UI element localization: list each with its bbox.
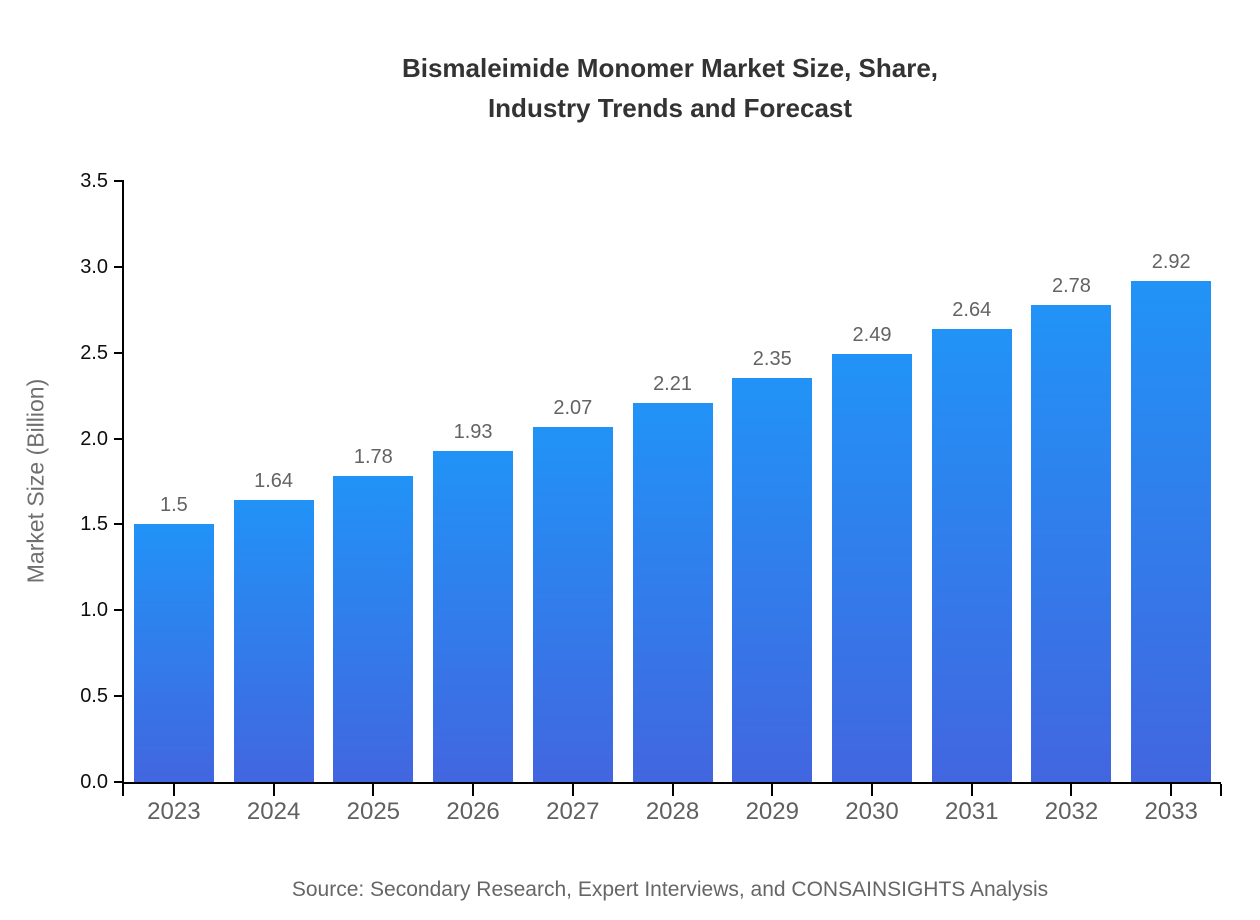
y-tick-label: 1.0 <box>80 599 108 622</box>
chart-title-line1: Bismaleimide Monomer Market Size, Share, <box>401 53 939 83</box>
bar-value-label-2024: 1.64 <box>254 470 294 493</box>
bar-value-label-2032: 2.78 <box>1052 274 1091 297</box>
plot-area: 1.5 2023 1.64 2024 1.78 2025 1.93 2026 2.07 2027 2… <box>80 170 1222 825</box>
y-tick-label: 0.5 <box>80 685 108 708</box>
x-tick-mark <box>671 784 674 796</box>
bar-value-label-2025: 1.78 <box>353 446 393 469</box>
y-tick-mark <box>114 695 124 698</box>
source-note: Source: Secondary Research, Expert Inter… <box>291 878 1049 901</box>
x-tick-label-2033: 2033 <box>1144 798 1198 825</box>
bar-2029 <box>732 378 813 782</box>
bar-slot-2033: 2.92 2033 <box>1121 181 1221 825</box>
bar-slot-2030: 2.49 2030 <box>822 181 922 825</box>
bar-2031 <box>931 328 1012 782</box>
x-tick-label-2029: 2029 <box>745 798 799 825</box>
x-axis-end-tick <box>1220 784 1222 796</box>
x-tick-mark <box>970 784 973 796</box>
y-tick-mark <box>114 523 124 526</box>
y-tick-mark <box>114 351 124 354</box>
y-tick-mark <box>114 609 124 612</box>
y-tick-label: 0.0 <box>80 771 108 793</box>
bar-2024 <box>233 500 314 782</box>
bar-slot-2024: 1.64 2024 <box>224 181 324 825</box>
bar-value-label-2027: 2.07 <box>553 396 593 419</box>
bar-2027 <box>532 426 613 782</box>
x-tick-label-2030: 2030 <box>845 798 899 825</box>
x-tick-mark <box>771 784 774 796</box>
x-tick-mark <box>871 784 873 796</box>
bar-2032 <box>1031 304 1112 782</box>
y-tick-mark <box>114 180 124 182</box>
y-tick-mark <box>114 781 124 783</box>
x-tick-mark <box>1170 784 1173 796</box>
x-tick-label-2025: 2025 <box>346 798 401 825</box>
x-tick-mark <box>372 784 375 796</box>
y-tick-label: 2.5 <box>80 341 108 364</box>
x-tick-label-2031: 2031 <box>945 798 999 825</box>
x-tick-label-2027: 2027 <box>546 798 600 825</box>
y-tick-mark <box>114 265 124 268</box>
y-axis-title: Market Size (Billion) <box>22 378 49 584</box>
y-tick-label: 3.5 <box>80 170 108 192</box>
x-tick-mark <box>172 784 175 796</box>
x-tick-label-2026: 2026 <box>446 798 500 825</box>
bars-container: 1.5 2023 1.64 2024 1.78 2025 1.93 2026 2.07 2027 2… <box>124 181 1221 825</box>
bar-value-label-2031: 2.64 <box>952 298 992 321</box>
bar-2026 <box>433 450 514 782</box>
x-tick-mark <box>472 784 475 796</box>
x-tick-mark <box>272 784 275 796</box>
y-tick-label: 3.0 <box>80 255 108 278</box>
bar-slot-2029: 2.35 2029 <box>722 181 822 825</box>
x-axis-origin-tick <box>122 784 124 796</box>
y-tick-mark <box>114 437 124 440</box>
x-tick-label-2023: 2023 <box>147 798 201 825</box>
chart-title: Bismaleimide Monomer Market Size, Share,… <box>80 48 1260 128</box>
bar-2023 <box>133 524 214 782</box>
x-tick-mark <box>571 784 574 796</box>
bar-slot-2025: 1.78 2025 <box>323 181 423 825</box>
bar-value-label-2023: 1.5 <box>159 494 188 517</box>
bar-slot-2028: 2.21 2028 <box>623 181 723 825</box>
bar-slot-2027: 2.07 2027 <box>523 181 623 825</box>
x-tick-label-2032: 2032 <box>1044 798 1099 825</box>
y-tick-label: 1.5 <box>80 513 108 536</box>
x-tick-label-2028: 2028 <box>645 798 700 825</box>
x-tick-mark <box>1070 784 1073 796</box>
y-tick-label: 2.0 <box>80 427 108 450</box>
bar-value-label-2033: 2.92 <box>1151 250 1191 273</box>
bar-slot-2032: 2.78 2032 <box>1022 181 1122 825</box>
bar-2033 <box>1131 280 1212 782</box>
bar-value-label-2029: 2.35 <box>752 348 792 371</box>
bar-slot-2023: 1.5 2023 <box>124 181 224 825</box>
chart-title-line2: Industry Trends and Forecast <box>487 93 853 123</box>
bar-2025 <box>333 476 414 782</box>
bar-value-label-2026: 1.93 <box>453 420 493 443</box>
bar-value-label-2028: 2.21 <box>653 372 692 395</box>
x-tick-label-2024: 2024 <box>246 798 301 825</box>
bar-2028 <box>632 402 713 782</box>
bar-slot-2026: 1.93 2026 <box>423 181 523 825</box>
bar-value-label-2030: 2.49 <box>852 324 892 347</box>
bar-2030 <box>832 354 912 782</box>
bar-slot-2031: 2.64 2031 <box>922 181 1022 825</box>
